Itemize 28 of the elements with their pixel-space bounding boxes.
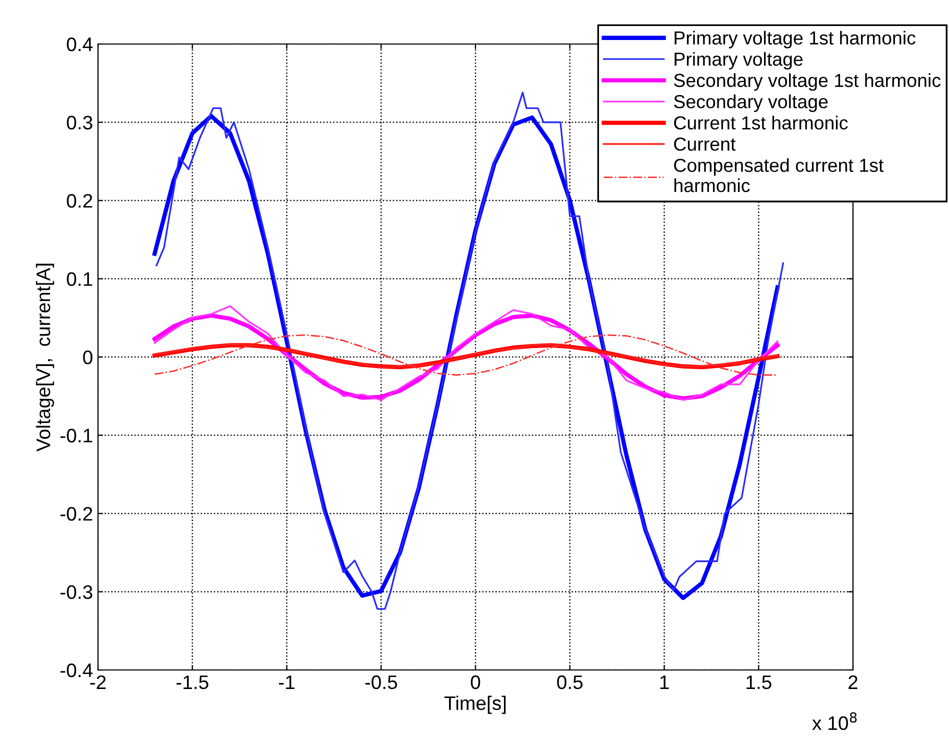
y-tick-label: 0	[83, 350, 92, 364]
y-tick-label: -0.2	[60, 506, 92, 521]
y-tick-label: 0.4	[66, 37, 93, 52]
x-tick-label: 1.5	[746, 676, 772, 690]
legend-label: Primary voltage 1st harmonic	[674, 30, 916, 48]
y-tick-label: -0.4	[60, 663, 93, 678]
x-tick-label: 2	[848, 675, 858, 689]
y-axis-title: Voltage[V], current[A]	[36, 264, 54, 452]
x-tick-label: -0.5	[365, 675, 398, 690]
x-tick-label: -1	[278, 676, 294, 689]
x-tick-label: 0.5	[557, 675, 583, 690]
legend-label: Current	[674, 137, 736, 151]
text: x 10$^{8}$	[812, 712, 857, 730]
y-tick-label: 0.3	[66, 116, 92, 130]
y-tick-label: 0.2	[66, 194, 92, 208]
x-tick-label: -2	[90, 675, 106, 689]
y-tick-label: -0.3	[60, 585, 92, 599]
x-tick-label: -1.5	[176, 676, 208, 690]
legend-label: Secondary voltage 1st harmonic	[674, 73, 941, 91]
x-tick-label: 1	[660, 676, 669, 689]
legend-label: Primary voltage	[674, 52, 803, 70]
y-tick-label: -0.1	[60, 428, 92, 442]
legend-label: Secondary voltage	[674, 94, 828, 112]
y-tick-label: 0.1	[66, 272, 92, 286]
legend-label: Current 1st harmonic	[674, 116, 848, 130]
x-tick-label: 0	[470, 675, 480, 690]
x-axis-title: Time[s]	[444, 696, 506, 714]
legend-label: Compensated current 1st harmonic	[674, 158, 884, 192]
